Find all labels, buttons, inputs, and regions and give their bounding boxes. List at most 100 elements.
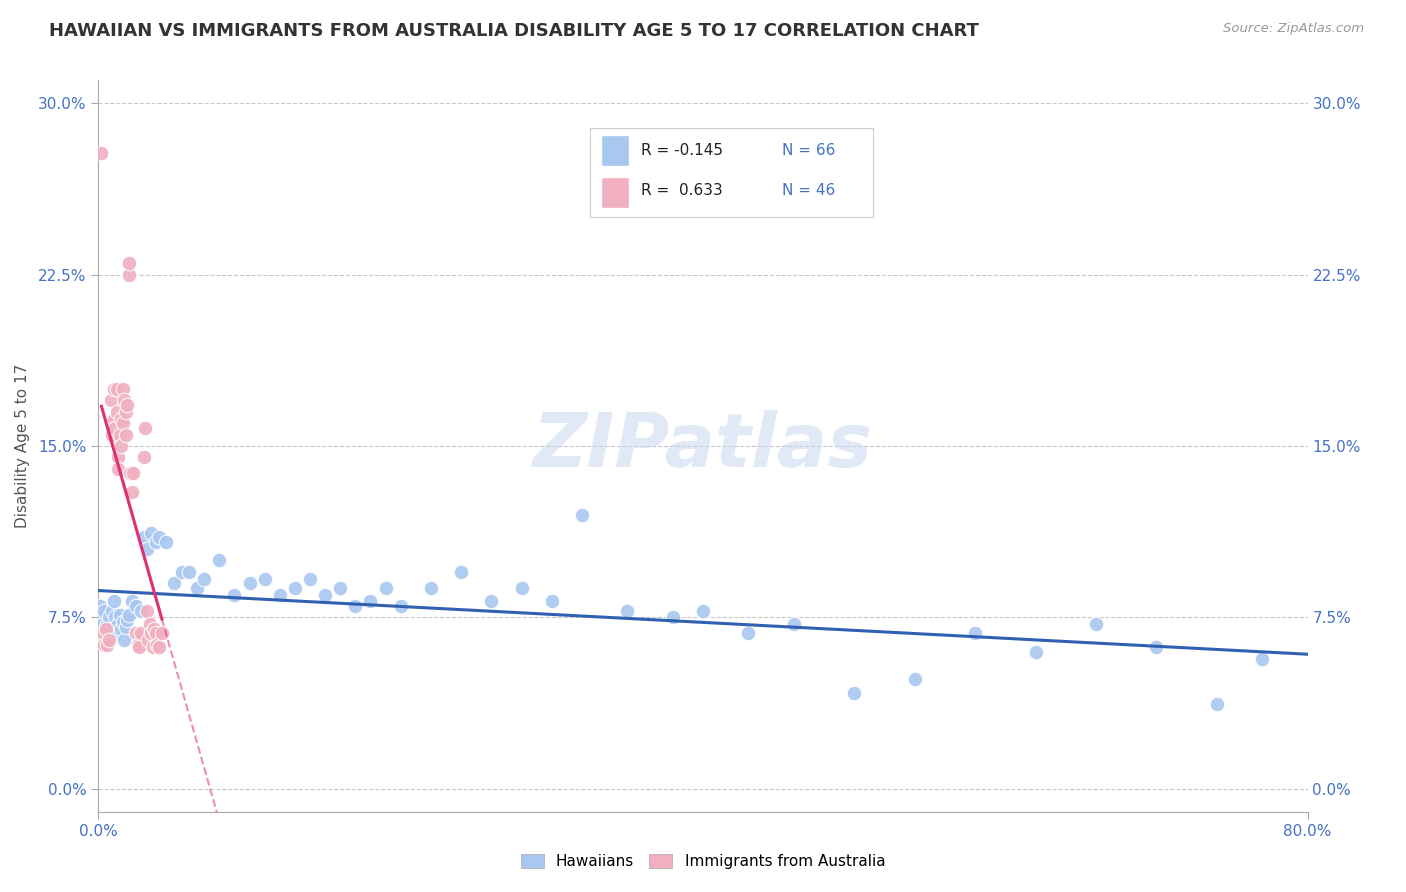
Point: [224, 588, 246, 602]
Point: [90, 146, 112, 161]
Point: [139, 617, 162, 632]
Point: [783, 617, 806, 632]
Point: [127, 638, 149, 652]
Point: [110, 439, 132, 453]
Point: [239, 576, 262, 591]
Point: [91, 617, 114, 632]
Point: [186, 581, 208, 595]
Point: [112, 393, 135, 408]
Point: [269, 588, 291, 602]
Point: [155, 535, 177, 549]
Point: [108, 608, 131, 623]
Point: [1024, 645, 1046, 659]
Point: [132, 530, 155, 544]
Point: [112, 633, 135, 648]
Point: [135, 541, 157, 556]
Point: [98, 610, 121, 624]
Point: [111, 382, 134, 396]
Point: [148, 640, 170, 655]
Point: [120, 467, 142, 481]
Point: [89, 599, 111, 613]
Point: [103, 382, 125, 396]
Point: [118, 256, 141, 270]
Point: [108, 427, 131, 442]
Point: [571, 508, 593, 522]
Point: [1144, 640, 1167, 655]
Point: [121, 594, 143, 608]
Point: [114, 405, 136, 419]
Point: [90, 610, 112, 624]
Point: [129, 626, 152, 640]
Point: [105, 405, 128, 419]
Point: [118, 268, 141, 282]
Point: [125, 599, 148, 613]
Point: [128, 640, 150, 655]
Point: [100, 393, 122, 408]
Point: [179, 565, 201, 579]
Point: [110, 622, 132, 636]
Point: [143, 622, 166, 636]
Point: [132, 450, 155, 465]
Text: R = -0.145: R = -0.145: [641, 143, 723, 158]
Point: [122, 467, 145, 481]
FancyBboxPatch shape: [602, 177, 630, 208]
Point: [104, 610, 127, 624]
Point: [1251, 651, 1274, 665]
Point: [170, 565, 193, 579]
Point: [136, 633, 159, 648]
Point: [96, 638, 118, 652]
Point: [314, 588, 336, 602]
Point: [145, 535, 167, 549]
Point: [146, 638, 169, 652]
Point: [114, 427, 136, 442]
Point: [94, 626, 117, 640]
Y-axis label: Disability Age 5 to 17: Disability Age 5 to 17: [15, 364, 30, 528]
Point: [110, 411, 132, 425]
Point: [661, 610, 683, 624]
Point: [737, 626, 759, 640]
Point: [125, 626, 148, 640]
Point: [105, 626, 128, 640]
Point: [844, 686, 866, 700]
Point: [1085, 617, 1108, 632]
Point: [284, 581, 307, 595]
Point: [100, 622, 122, 636]
Point: [93, 638, 115, 652]
Point: [1206, 698, 1229, 712]
Point: [107, 617, 129, 632]
Point: [193, 572, 215, 586]
Point: [115, 613, 138, 627]
Text: HAWAIIAN VS IMMIGRANTS FROM AUSTRALIA DISABILITY AGE 5 TO 17 CORRELATION CHART: HAWAIIAN VS IMMIGRANTS FROM AUSTRALIA DI…: [49, 22, 979, 40]
Point: [145, 626, 167, 640]
Point: [103, 594, 125, 608]
Point: [965, 626, 987, 640]
Point: [118, 608, 141, 623]
Point: [540, 594, 562, 608]
Point: [111, 615, 134, 629]
Text: N = 46: N = 46: [783, 183, 835, 198]
Point: [94, 622, 117, 636]
Point: [103, 411, 125, 425]
Point: [329, 581, 352, 595]
Point: [616, 603, 638, 617]
Point: [148, 530, 170, 544]
Point: [98, 633, 121, 648]
Point: [101, 603, 124, 617]
Point: [93, 603, 115, 617]
Point: [150, 626, 173, 640]
Point: [420, 581, 443, 595]
Point: [692, 603, 714, 617]
Point: [107, 462, 129, 476]
Point: [96, 617, 118, 632]
Point: [129, 603, 152, 617]
Point: [100, 416, 122, 430]
Point: [142, 640, 165, 655]
Point: [114, 619, 136, 633]
Point: [104, 421, 127, 435]
Point: [163, 576, 186, 591]
Point: [121, 484, 143, 499]
FancyBboxPatch shape: [602, 135, 630, 166]
Point: [344, 599, 367, 613]
Point: [141, 525, 163, 540]
Point: [450, 565, 472, 579]
